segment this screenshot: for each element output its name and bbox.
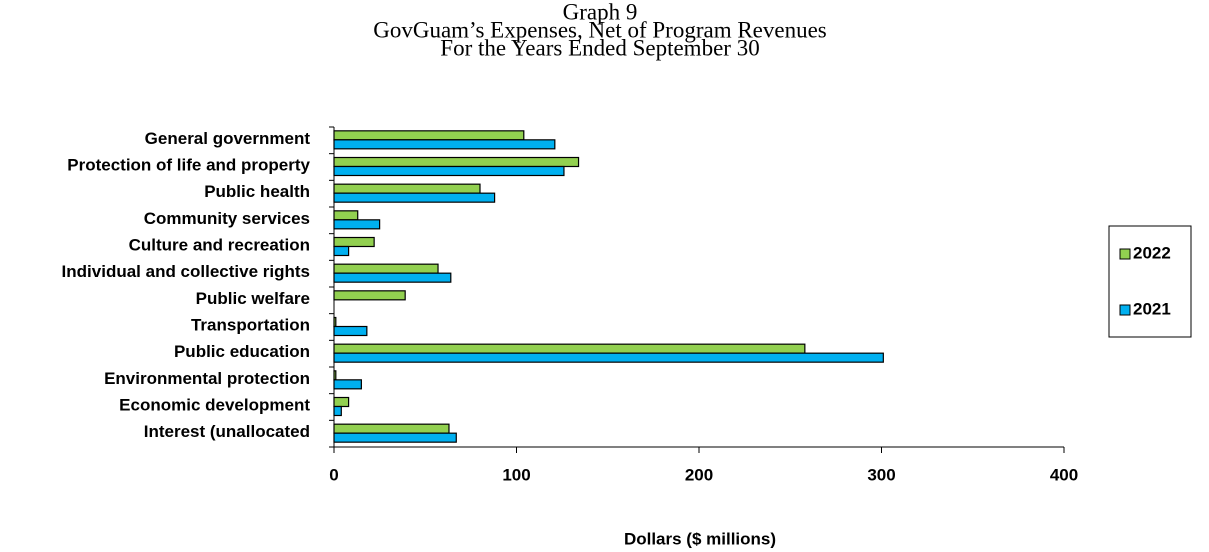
bar (333, 165, 565, 177)
bar (333, 290, 406, 301)
y-tick-label: Transportation (191, 315, 310, 334)
bar (333, 379, 362, 390)
bar (333, 432, 457, 443)
x-axis-title: Dollars ($ millions) (624, 529, 776, 548)
bar (333, 183, 481, 194)
y-tick-label: Protection of life and property (67, 155, 310, 174)
x-tick-label: 300 (867, 465, 895, 484)
x-tick-label: 400 (1050, 465, 1078, 484)
legend-swatch (1119, 248, 1131, 260)
x-tick-label: 100 (502, 465, 530, 484)
bar (333, 219, 381, 230)
bar (333, 156, 580, 168)
bar (333, 130, 525, 141)
bar (333, 325, 368, 337)
y-tick-label: Public education (174, 342, 310, 361)
chart-title: For the Years Ended September 30 (440, 35, 759, 60)
y-tick-label: Individual and collective rights (62, 262, 310, 281)
y-tick-label: Community services (144, 209, 310, 228)
bar (333, 210, 359, 221)
bar (333, 236, 375, 248)
bar (333, 263, 439, 274)
bar (333, 343, 806, 354)
bar (333, 423, 450, 434)
x-tick-label: 200 (685, 465, 713, 484)
bar (333, 405, 342, 417)
bar (333, 272, 452, 283)
legend-label: 2022 (1133, 243, 1171, 262)
legend-box (1108, 225, 1192, 338)
bar (333, 139, 556, 150)
y-tick-label: Public welfare (196, 289, 310, 308)
bar (333, 352, 884, 363)
bar (333, 245, 350, 257)
y-tick-label: Public health (204, 182, 310, 201)
chart-title: Graph 9 (563, 0, 638, 24)
bar (333, 396, 350, 408)
y-tick-label: Environmental protection (104, 369, 310, 388)
bar (333, 192, 496, 203)
y-tick-label: General government (145, 129, 311, 148)
y-tick-label: Interest (unallocated (144, 422, 310, 441)
y-tick-label: Culture and recreation (129, 235, 310, 254)
legend-swatch (1119, 304, 1131, 316)
chart-title: GovGuam’s Expenses, Net of Program Reven… (373, 17, 827, 42)
y-tick-label: Economic development (119, 395, 310, 414)
x-tick-label: 0 (329, 465, 338, 484)
legend-label: 2021 (1133, 299, 1171, 318)
